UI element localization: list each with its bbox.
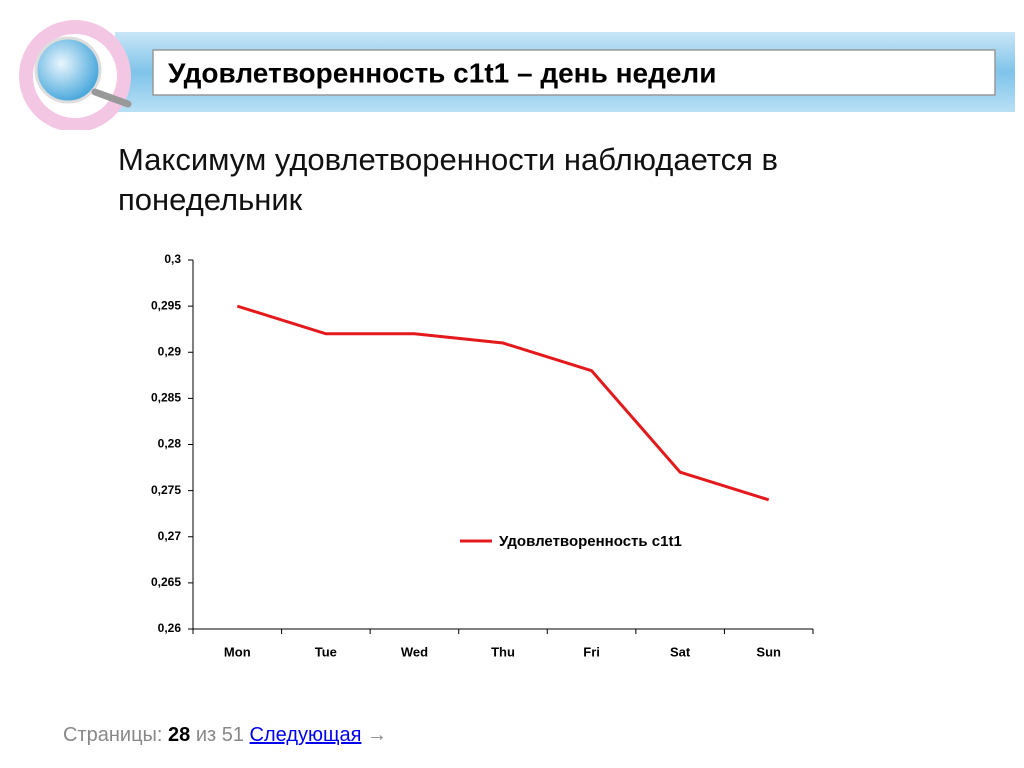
x-tick-label: Sun [756,644,781,659]
slide-title: Удовлетворенность с1t1 – день недели [168,57,716,88]
page-total: из 51 [195,724,244,746]
y-tick-label: 0,29 [158,344,182,358]
y-tick-label: 0,27 [158,529,182,543]
x-tick-label: Tue [315,644,337,659]
y-tick-label: 0,265 [151,575,181,589]
data-line [236,304,770,502]
y-tick-label: 0,28 [158,437,182,451]
header-banner: Удовлетворенность с1t1 – день недели [19,20,1015,130]
x-tick-label: Wed [401,644,428,659]
y-tick-label: 0,26 [158,621,182,635]
subtitle: Максимум удовлетворенности наблюдается в… [118,142,779,217]
next-arrow[interactable]: → [366,724,387,746]
current-page: 28 [168,724,191,746]
pages-label: Страницы: [63,724,163,746]
x-tick-label: Thu [491,644,515,659]
y-tick-label: 0,285 [151,391,181,405]
icon-handle [91,88,132,108]
x-tick-label: Fri [583,644,600,659]
y-tick-label: 0,3 [164,252,181,266]
x-tick-label: Mon [224,644,251,659]
pagination: Страницы: 28 из 51 Следующая → [63,724,387,747]
y-tick-label: 0,275 [151,483,181,497]
title-box [152,49,996,96]
y-tick-label: 0,295 [151,298,181,312]
legend-label: Удовлетворенность с1t1 [499,533,682,550]
next-link[interactable]: Следующая [249,724,362,746]
icon-orb [34,36,102,104]
chart: 0,26 0,265 0,27 0,275 0,28 0,285 0,29 0,295 0,3 M… [151,252,814,659]
x-tick-label: Sat [670,644,691,659]
